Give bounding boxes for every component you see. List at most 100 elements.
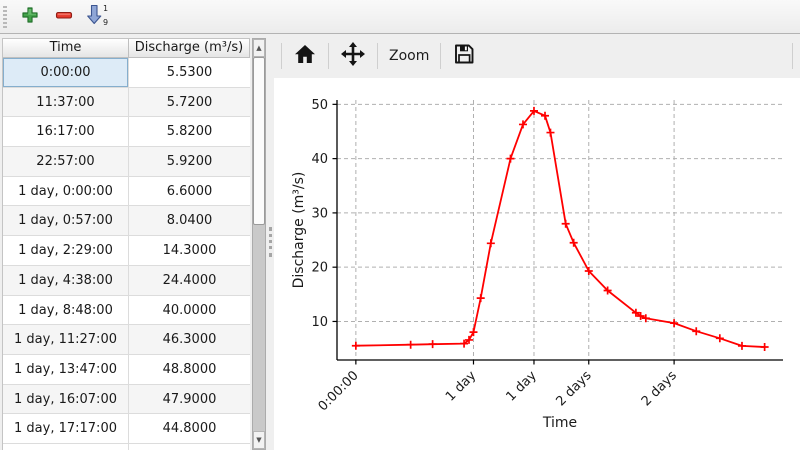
table-scrollbar[interactable]: ▲ ▼ (252, 38, 266, 450)
table-cell-time[interactable]: 1 day, 16:07:00 (3, 384, 129, 415)
data-marker (692, 327, 701, 336)
zoom-button-label: Zoom (389, 48, 430, 64)
data-marker (529, 106, 538, 115)
table-row[interactable]: 16:17:00 5.8200 (3, 117, 250, 148)
y-tick-label: 50 (311, 98, 328, 113)
table-row[interactable]: 0:00:00 5.5300 (3, 58, 250, 88)
toolbar-separator (440, 43, 442, 69)
table-cell-time[interactable]: 1 day, 4:38:00 (3, 265, 129, 296)
table-cell-time[interactable]: 0:00:00 (3, 58, 129, 88)
table-row[interactable]: 1 day, 4:38:00 24.4000 (3, 265, 250, 296)
table-cell-discharge[interactable]: 14.3000 (129, 236, 250, 266)
data-marker (518, 120, 527, 129)
add-row-button[interactable] (15, 3, 45, 31)
table-cell-time[interactable]: 16:17:00 (3, 117, 129, 148)
sort-numeric-icon: 1 9 (87, 3, 109, 30)
column-header-time[interactable]: Time (3, 39, 129, 58)
toolbar-separator (377, 43, 378, 69)
table-cell-discharge[interactable]: 8.0400 (129, 206, 250, 237)
data-marker (715, 334, 724, 343)
x-tick-label: 0:00:00 (316, 368, 362, 414)
table-cell-discharge[interactable]: 46.3000 (129, 325, 250, 355)
sort-digit-bottom: 9 (103, 18, 108, 27)
table-cell-discharge[interactable]: 5.8200 (129, 117, 250, 148)
save-icon (452, 42, 476, 70)
data-marker (465, 335, 474, 344)
table-row[interactable]: 11:37:00 5.7200 (3, 87, 250, 118)
table-row[interactable]: 1 day, 13:47:00 48.8000 (3, 354, 250, 385)
y-axis-title: Discharge (m³/s) (291, 172, 307, 289)
table-cell-time[interactable]: 1 day, 17:17:00 (3, 414, 129, 444)
plus-icon (21, 6, 39, 27)
table-cell-discharge[interactable] (129, 443, 250, 450)
table-cell-time[interactable]: 1 day, 0:00:00 (3, 176, 129, 207)
data-marker (636, 312, 645, 321)
table-cell-discharge[interactable]: 5.5300 (129, 58, 250, 88)
data-marker (476, 294, 485, 303)
table-cell-discharge[interactable]: 6.6000 (129, 176, 250, 207)
table-cell-discharge[interactable]: 44.8000 (129, 414, 250, 444)
zoom-button[interactable]: Zoom (385, 46, 433, 66)
discharge-hydrograph-plot[interactable]: 10 20 30 40 50 0:00:00 1 day 1 day 2 days 2 days T… (274, 78, 800, 450)
scrollbar-up-button[interactable]: ▲ (253, 39, 265, 57)
table-row[interactable]: 1 day, 8:48:00 40.0000 (3, 295, 250, 326)
table-cell-discharge[interactable]: 24.4000 (129, 265, 250, 296)
x-tick-label: 2 days (554, 368, 595, 409)
data-marker (546, 128, 555, 137)
table-cell-time[interactable]: 1 day, 11:27:00 (3, 325, 129, 355)
table-cell-time[interactable]: 11:37:00 (3, 87, 129, 118)
table-row[interactable]: 1 day, 0:00:00 6.6000 (3, 176, 250, 207)
table-cell-time[interactable]: 1 day, 13:47:00 (3, 354, 129, 385)
table-cell-time[interactable] (3, 443, 129, 450)
data-marker (428, 340, 437, 349)
table-row[interactable]: 1 day, 17:17:00 44.8000 (3, 414, 250, 444)
table-cell-discharge[interactable]: 48.8000 (129, 354, 250, 385)
table-row-partial[interactable] (3, 443, 250, 450)
scrollbar-down-button[interactable]: ▼ (253, 431, 265, 449)
data-marker (670, 319, 679, 328)
data-marker (603, 286, 612, 295)
y-tick-label: 20 (311, 261, 328, 276)
table-cell-time[interactable]: 1 day, 0:57:00 (3, 206, 129, 237)
y-tick-label: 10 (311, 315, 328, 330)
sort-rows-button[interactable]: 1 9 (83, 3, 113, 31)
table-cell-discharge[interactable]: 5.7200 (129, 87, 250, 118)
up-arrow-icon: ▲ (256, 44, 262, 52)
toolbar-separator (792, 43, 793, 69)
table-row[interactable]: 1 day, 0:57:00 8.0400 (3, 206, 250, 237)
home-view-button[interactable] (289, 40, 321, 72)
down-arrow-icon: ▼ (256, 436, 262, 444)
toolbar-drag-handle[interactable] (3, 5, 7, 28)
series-line (355, 110, 765, 348)
column-header-discharge[interactable]: Discharge (m³/s) (129, 39, 250, 58)
table-cell-time[interactable]: 1 day, 8:48:00 (3, 295, 129, 326)
chart-area: 10 20 30 40 50 0:00:00 1 day 1 day 2 days 2 days T… (274, 78, 800, 450)
splitter-grip-icon (268, 227, 272, 257)
data-marker (737, 341, 746, 350)
table-row[interactable]: 22:57:00 5.9200 (3, 147, 250, 177)
scrollbar-track[interactable] (253, 57, 265, 431)
table-cell-discharge[interactable]: 47.9000 (129, 384, 250, 415)
panel-splitter[interactable] (266, 34, 274, 450)
table-cell-time[interactable]: 22:57:00 (3, 147, 129, 177)
table-row[interactable]: 1 day, 16:07:00 47.9000 (3, 384, 250, 415)
pan-button[interactable] (336, 39, 370, 73)
sort-digit-top: 1 (103, 4, 108, 13)
table-cell-discharge[interactable]: 40.0000 (129, 295, 250, 326)
data-marker (406, 340, 415, 349)
save-figure-button[interactable] (448, 40, 480, 72)
data-marker (561, 219, 570, 228)
x-tick-label: 2 days (639, 368, 680, 409)
home-icon (293, 42, 317, 70)
pan-icon (340, 41, 366, 71)
x-tick-label: 1 day (504, 368, 541, 405)
table-row[interactable]: 1 day, 11:27:00 46.3000 (3, 325, 250, 355)
table-cell-time[interactable]: 1 day, 2:29:00 (3, 236, 129, 266)
table-row[interactable]: 1 day, 2:29:00 14.3000 (3, 236, 250, 266)
x-tick-label: 1 day (443, 368, 480, 405)
scrollbar-thumb[interactable] (253, 57, 265, 225)
remove-row-button[interactable] (49, 3, 79, 31)
data-marker (486, 239, 495, 248)
y-tick-label: 40 (311, 152, 328, 167)
table-cell-discharge[interactable]: 5.9200 (129, 147, 250, 177)
